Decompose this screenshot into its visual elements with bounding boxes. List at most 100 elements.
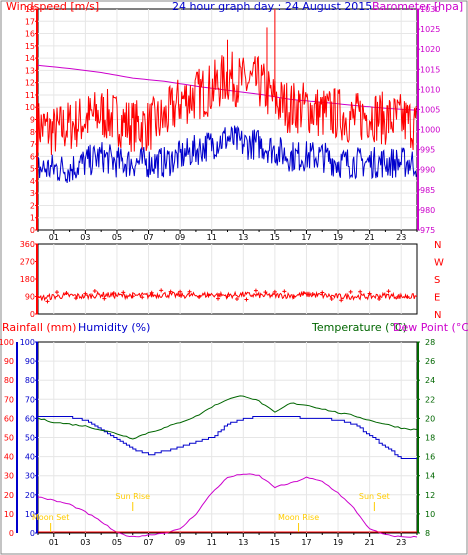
x-tick-label: 19 xyxy=(333,538,343,547)
wind-tick-label: 4 xyxy=(30,177,35,186)
x-tick-label: 09 xyxy=(175,538,185,547)
temperature-tick-label: 26 xyxy=(425,357,435,366)
x-tick-label: 15 xyxy=(270,538,280,547)
grid-layer xyxy=(38,9,417,533)
wind-direction-point xyxy=(64,291,69,296)
rain-tick-label: 40 xyxy=(4,453,14,462)
wind-direction-point xyxy=(121,290,126,295)
baro-tick-label: 985 xyxy=(420,186,435,195)
x-tick-label: 15 xyxy=(270,233,280,242)
humidity-tick-label: 50 xyxy=(25,434,35,443)
wind-direction-point xyxy=(386,289,391,294)
direction-tick-label: 180 xyxy=(20,275,35,284)
wind-tick-label: 5 xyxy=(30,165,35,174)
x-tick-label: 19 xyxy=(333,233,343,242)
baro-tick-label: 990 xyxy=(420,166,435,175)
wind-direction-point xyxy=(92,288,97,293)
baro-tick-label: 995 xyxy=(420,146,435,155)
humidity-tick-label: 40 xyxy=(25,453,35,462)
wind-direction-point xyxy=(291,294,296,299)
wind-direction-point xyxy=(367,291,372,296)
humidity-tick-label: 60 xyxy=(25,414,35,423)
wind-direction-point xyxy=(206,293,211,298)
x-tick-label: 03 xyxy=(80,233,90,242)
temperature-tick-label: 10 xyxy=(425,510,435,519)
wind-direction-point xyxy=(320,290,325,295)
x-tick-label: 11 xyxy=(207,233,217,242)
sun-moon-label: Sun Rise xyxy=(115,492,150,501)
barometer-label: Barometer [hpa] xyxy=(372,0,463,13)
x-tick-label: 01 xyxy=(49,538,59,547)
wind-direction-point xyxy=(140,295,145,300)
wind-direction-point xyxy=(329,296,334,301)
wind-tick-label: 13 xyxy=(25,66,35,75)
wind-direction-point xyxy=(253,288,258,293)
rain-tick-label: 50 xyxy=(4,434,14,443)
series-layer xyxy=(36,9,418,538)
wind-direction-point xyxy=(216,296,221,301)
humidity-label: Humidity (%) xyxy=(78,321,150,334)
wind-tick-label: 17 xyxy=(25,17,35,26)
wind-direction-point xyxy=(178,289,183,294)
wind-tick-label: 6 xyxy=(30,152,35,161)
humidity-line xyxy=(38,416,417,459)
temperature-tick-label: 14 xyxy=(425,472,435,481)
rain-tick-label: 60 xyxy=(4,414,14,423)
wind-direction-point xyxy=(130,294,135,299)
wind-tick-label: 0 xyxy=(30,226,35,235)
direction-tick-label: 360 xyxy=(20,240,35,249)
rainfall-label: Rainfall (mm) xyxy=(2,321,76,334)
wind-direction-point xyxy=(83,291,88,296)
x-tick-label: 21 xyxy=(365,233,375,242)
dewpoint-label: Dew Point (°C) xyxy=(393,321,468,334)
wind-direction-point xyxy=(36,295,40,300)
wind-tick-label: 8 xyxy=(30,128,35,137)
rain-tick-label: 90 xyxy=(4,357,14,366)
humidity-tick-label: 90 xyxy=(25,357,35,366)
wind-direction-point xyxy=(339,298,344,303)
temperature-tick-label: 8 xyxy=(425,529,430,538)
wind-direction-point xyxy=(272,289,277,294)
x-tick-label: 23 xyxy=(396,233,406,242)
wind-direction-point xyxy=(197,295,202,300)
wind-direction-point xyxy=(405,294,410,299)
average-wind-line xyxy=(37,125,417,184)
sun-moon-label: Moon Set xyxy=(32,513,69,522)
humidity-tick-label: 30 xyxy=(25,472,35,481)
wind-direction-point xyxy=(225,294,230,299)
x-tick-label: 13 xyxy=(238,538,248,547)
direction-panel-frame xyxy=(37,243,418,315)
wind-direction-point xyxy=(102,296,107,301)
x-tick-label: 17 xyxy=(301,538,311,547)
rain-tick-label: 20 xyxy=(4,491,14,500)
baro-tick-label: 980 xyxy=(420,206,435,215)
x-tick-label: 13 xyxy=(238,233,248,242)
humidity-tick-label: 20 xyxy=(25,491,35,500)
temperature-tick-label: 22 xyxy=(425,395,435,404)
humidity-tick-label: 70 xyxy=(25,395,35,404)
wind-direction-point xyxy=(244,297,249,302)
wind-direction-point xyxy=(168,289,173,294)
rain-tick-label: 70 xyxy=(4,395,14,404)
x-tick-label: 05 xyxy=(112,233,122,242)
wind-direction-point xyxy=(282,289,287,294)
x-tick-label: 17 xyxy=(301,233,311,242)
wind-direction-point xyxy=(111,291,116,296)
temperature-tick-label: 18 xyxy=(425,434,435,443)
wind-tick-label: 15 xyxy=(25,42,35,51)
temperature-tick-label: 20 xyxy=(425,414,435,423)
wind-tick-label: 9 xyxy=(30,116,35,125)
baro-tick-label: 975 xyxy=(420,226,435,235)
x-tick-label: 11 xyxy=(207,538,217,547)
humidity-tick-label: 0 xyxy=(30,529,35,538)
wind-tick-label: 10 xyxy=(25,103,35,112)
wind-direction-point xyxy=(54,290,59,295)
x-tick-label: 23 xyxy=(396,538,406,547)
wind-tick-label: 3 xyxy=(30,189,35,198)
chart-title: 24 hour graph day : 24 August 2015 xyxy=(172,0,372,13)
baro-tick-label: 1015 xyxy=(420,65,440,74)
wind-tick-label: 18 xyxy=(25,5,35,14)
wind-direction-point xyxy=(159,288,164,293)
